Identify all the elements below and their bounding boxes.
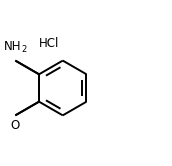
Text: 2: 2 xyxy=(21,45,27,54)
Text: O: O xyxy=(11,119,20,132)
Text: HCl: HCl xyxy=(39,37,59,50)
Text: NH: NH xyxy=(4,41,22,53)
